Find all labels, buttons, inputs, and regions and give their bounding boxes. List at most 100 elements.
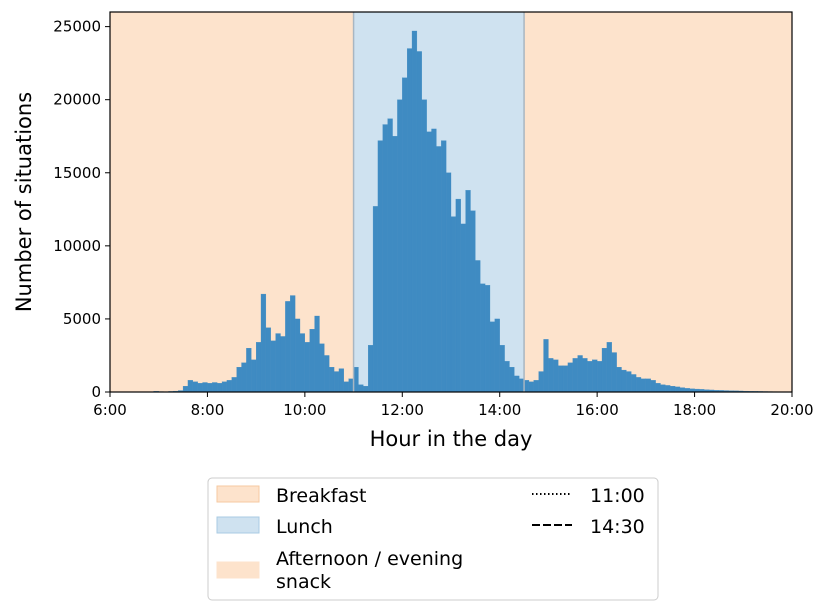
bar-24 (226, 380, 232, 393)
histogram-bars (153, 30, 793, 393)
region-boundaries (352, 12, 525, 392)
bar-17 (192, 381, 198, 393)
x-axis-ticks: 6:00 8:00 10:00 12:00 14:00 16:00 18:00 20:00 (93, 392, 814, 419)
x-tick-label-6: 18:00 (673, 401, 716, 419)
bar-63 (416, 51, 422, 393)
legend-label-2: Afternoon / evening (276, 548, 463, 570)
bar-32 (265, 327, 271, 393)
bar-81 (504, 361, 510, 393)
bar-98 (587, 361, 593, 393)
legend-swatch-1 (216, 516, 260, 534)
bar-114 (665, 385, 671, 393)
y-tick-label-5: 25000 (53, 18, 101, 36)
y-tick-label-4: 20000 (53, 91, 101, 109)
bar-104 (616, 367, 622, 393)
bar-64 (421, 99, 427, 393)
bar-115 (670, 386, 676, 393)
bar-110 (645, 378, 651, 393)
region-0 (110, 12, 354, 392)
bar-46 (333, 371, 340, 393)
bar-34 (275, 333, 281, 393)
bar-33 (270, 340, 276, 393)
bar-95 (572, 358, 578, 393)
bar-19 (202, 382, 208, 393)
bar-100 (596, 361, 603, 393)
bar-91 (553, 359, 559, 393)
y-tick-label-0: 0 (91, 383, 101, 401)
bar-60 (402, 77, 408, 393)
bar-69 (445, 172, 452, 393)
bar-18 (197, 383, 203, 393)
bar-62 (411, 30, 418, 393)
bar-30 (255, 342, 262, 393)
x-tick-label-3: 12:00 (381, 401, 424, 419)
bar-41 (309, 329, 315, 393)
bar-15 (182, 386, 189, 393)
bar-68 (441, 140, 447, 393)
bar-111 (650, 380, 656, 393)
bar-56 (382, 124, 388, 393)
bar-105 (621, 369, 627, 393)
bar-101 (601, 348, 608, 393)
bar-58 (392, 136, 398, 393)
bar-16 (187, 380, 193, 393)
region-2 (524, 12, 792, 392)
bar-42 (314, 315, 320, 393)
bar-87 (533, 380, 539, 393)
bar-113 (660, 384, 666, 393)
bar-48 (343, 381, 349, 393)
bar-97 (582, 358, 588, 393)
bar-109 (640, 378, 647, 393)
bar-80 (499, 345, 505, 393)
bar-99 (592, 359, 598, 393)
bar-107 (631, 374, 637, 393)
bar-74 (470, 210, 476, 393)
bar-89 (543, 339, 549, 393)
bar-102 (606, 342, 612, 393)
x-tick-label-0: 6:00 (93, 401, 127, 419)
legend-swatch-0 (216, 485, 260, 503)
bar-65 (426, 131, 432, 393)
bar-79 (494, 318, 500, 393)
y-tick-label-2: 10000 (53, 237, 101, 255)
bar-96 (577, 355, 583, 393)
x-tick-label-1: 8:00 (191, 401, 225, 419)
x-tick-label-7: 20:00 (770, 401, 813, 419)
bar-52 (363, 386, 369, 393)
bar-53 (368, 345, 374, 393)
bar-61 (407, 48, 413, 393)
bar-45 (329, 367, 335, 393)
bar-51 (358, 384, 364, 393)
y-tick-label-3: 15000 (53, 164, 101, 182)
x-tick-label-4: 14:00 (478, 401, 521, 419)
bar-71 (455, 198, 461, 393)
bar-57 (387, 118, 393, 393)
bar-40 (304, 342, 310, 393)
bar-93 (562, 365, 569, 393)
bar-116 (674, 386, 681, 393)
y-tick-label-1: 5000 (63, 310, 101, 328)
bar-76 (480, 283, 486, 393)
bar-117 (679, 387, 685, 393)
bar-47 (338, 368, 344, 393)
bar-90 (548, 358, 554, 393)
x-tick-label-5: 16:00 (576, 401, 619, 419)
x-tick-label-2: 10:00 (283, 401, 326, 419)
y-axis-label: Number of situations (12, 92, 36, 312)
bar-21 (212, 382, 218, 393)
legend-frame (207, 477, 659, 601)
bar-25 (231, 377, 237, 393)
bar-106 (626, 371, 632, 393)
bar-86 (528, 381, 534, 393)
bar-31 (260, 293, 267, 393)
legend-label-0: Breakfast (276, 485, 366, 507)
bar-28 (246, 348, 252, 393)
y-axis-ticks: 0 5000 10000 15000 20000 25000 (53, 18, 110, 401)
bar-23 (221, 381, 228, 393)
bar-35 (280, 336, 286, 393)
bar-36 (285, 301, 291, 393)
bar-82 (509, 367, 515, 393)
bar-103 (611, 352, 617, 393)
plot-frame (109, 11, 793, 393)
